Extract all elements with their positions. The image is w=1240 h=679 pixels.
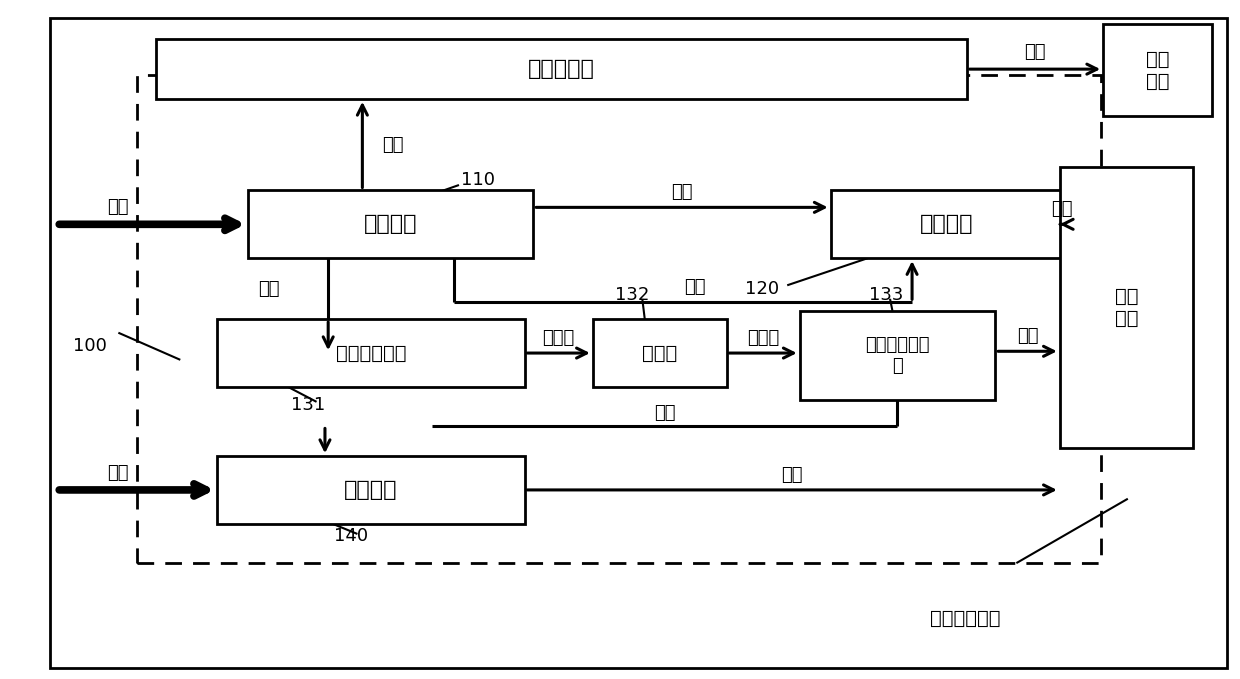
Text: 燃气: 燃气 [108, 198, 129, 217]
Text: 烟气: 烟气 [258, 280, 279, 297]
Text: 蓄热罐: 蓄热罐 [642, 344, 677, 363]
Text: 热力供应系统: 热力供应系统 [930, 609, 1001, 628]
Text: 燃气: 燃气 [108, 464, 129, 482]
Text: 110: 110 [460, 171, 495, 189]
Text: 燃气轮机: 燃气轮机 [365, 215, 418, 234]
Text: 140: 140 [334, 527, 368, 545]
Text: 燃气锅炉: 燃气锅炉 [345, 480, 398, 500]
Text: 蒸汽
管网: 蒸汽 管网 [1115, 287, 1138, 328]
Text: 120: 120 [745, 280, 780, 297]
Text: 变配电系统: 变配电系统 [528, 59, 595, 79]
Text: 烟气: 烟气 [671, 183, 693, 202]
Text: 电力: 电力 [383, 136, 404, 153]
Text: 133: 133 [869, 287, 904, 304]
Bar [248, 190, 533, 258]
Text: 蒸汽: 蒸汽 [1050, 200, 1073, 219]
Text: 余热导热油炉: 余热导热油炉 [336, 344, 407, 363]
Text: 导热油: 导热油 [746, 329, 779, 347]
Bar [1104, 24, 1211, 116]
Bar [593, 319, 727, 387]
Bar [155, 39, 967, 99]
Bar [217, 319, 525, 387]
Bar [217, 456, 525, 524]
Bar [831, 190, 1064, 258]
Bar [800, 311, 996, 401]
Text: 热水: 热水 [655, 405, 676, 422]
Bar [136, 75, 1101, 563]
Text: 100: 100 [73, 337, 107, 355]
Text: 131: 131 [290, 397, 325, 414]
Text: 导热油: 导热油 [543, 329, 575, 347]
Text: 132: 132 [615, 287, 650, 304]
Text: 余热锅炉: 余热锅炉 [920, 215, 973, 234]
Bar [1060, 167, 1193, 448]
Text: 导热油换热装
置: 导热油换热装 置 [866, 336, 930, 375]
Text: 用户
电网: 用户 电网 [1146, 50, 1169, 91]
Text: 蒸汽: 蒸汽 [1017, 327, 1038, 346]
Text: 烟气: 烟气 [684, 278, 706, 296]
Text: 电力: 电力 [1024, 43, 1045, 61]
Text: 蒸汽: 蒸汽 [781, 466, 804, 484]
